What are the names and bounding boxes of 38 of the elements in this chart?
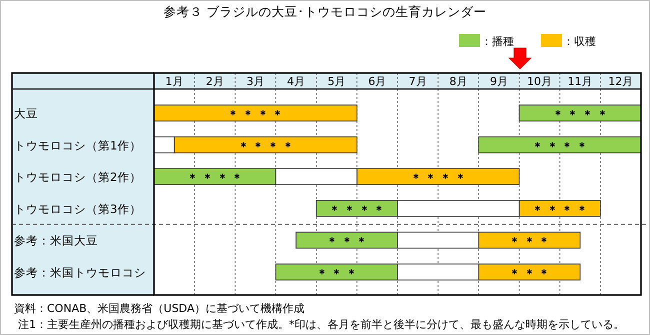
x-tick-label: 1月 [165,75,184,88]
data-label: ＊ ＊ ＊ [509,235,550,248]
x-tick-label: 7月 [408,75,427,88]
data-label: ＊ ＊ ＊ [509,267,550,280]
y-tick-label: トウモロコシ（第2作） [14,170,142,184]
data-label: ＊ ＊ ＊ ＊ [329,203,385,216]
y-tick-label: 参考：米国トウモロコシ [14,266,146,280]
x-tick-label: 4月 [287,75,306,88]
x-tick-label: 8月 [449,75,468,88]
x-tick-label: 10月 [527,75,552,88]
data-label: ＊ ＊ ＊ ＊ [410,172,466,185]
y-tick-label: トウモロコシ（第1作） [14,138,142,152]
text: 注1：主要生産州の播種および収穫期に基づいて作成。*印は、各月を前半と後半に分けて、最も盛んな時期を示している。 [18,318,624,331]
data-label: ＊ ＊ ＊ ＊ [228,108,284,121]
legend-label: ：播種 [481,35,514,48]
chart-title: 参考３ ブラジルの大豆･トウモロコシの生育カレンダー [164,4,486,19]
data-label: ＊ ＊ ＊ [326,235,368,248]
data-label: ＊ ＊ ＊ ＊ [238,140,294,153]
y-tick-label: 参考：米国大豆 [14,234,98,248]
x-tick-label: 5月 [328,75,346,88]
legend-label: ：収穫 [563,35,596,48]
y-tick-label: 大豆 [14,106,38,120]
y-tick-label: トウモロコシ（第3作） [14,202,142,216]
x-tick-label: 9月 [490,75,508,88]
bar [154,104,358,122]
data-label: ＊ ＊ ＊ ＊ [187,172,243,185]
data-label: ＊ ＊ ＊ ＊ [552,108,608,121]
x-tick-label: 6月 [368,75,386,88]
x-tick-label: 12月 [608,75,634,88]
x-tick-label: 2月 [206,75,224,88]
data-label: ＊ ＊ ＊ [316,267,357,280]
bar [518,104,642,122]
text: 資料：CONAB、米国農務省（USDA）に基づいて機構作成 [14,302,304,315]
x-tick-label: 3月 [246,75,264,88]
data-label: ＊ ＊ ＊ ＊ [532,203,588,216]
x-tick-label: 11月 [568,75,593,88]
data-label: ＊ ＊ ＊ ＊ [532,140,588,153]
bar [478,136,642,154]
